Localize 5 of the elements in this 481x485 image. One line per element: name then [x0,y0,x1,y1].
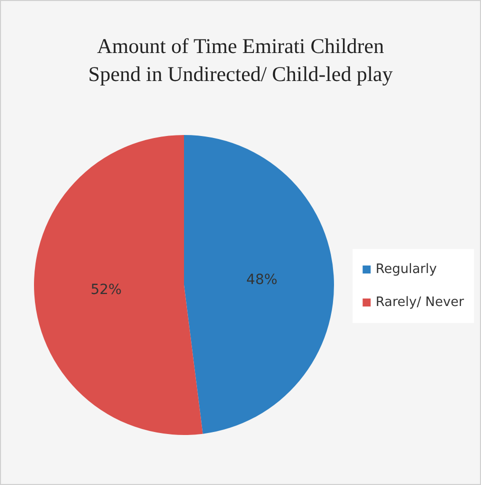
legend-label: Rarely/ Never [376,295,465,310]
chart-title: Amount of Time Emirati Children Spend in Undirected/ Child-led play [88,34,394,86]
legend-label: Regularly [376,262,438,277]
data-label: 52% [90,282,122,298]
data-label: 48% [246,272,278,288]
